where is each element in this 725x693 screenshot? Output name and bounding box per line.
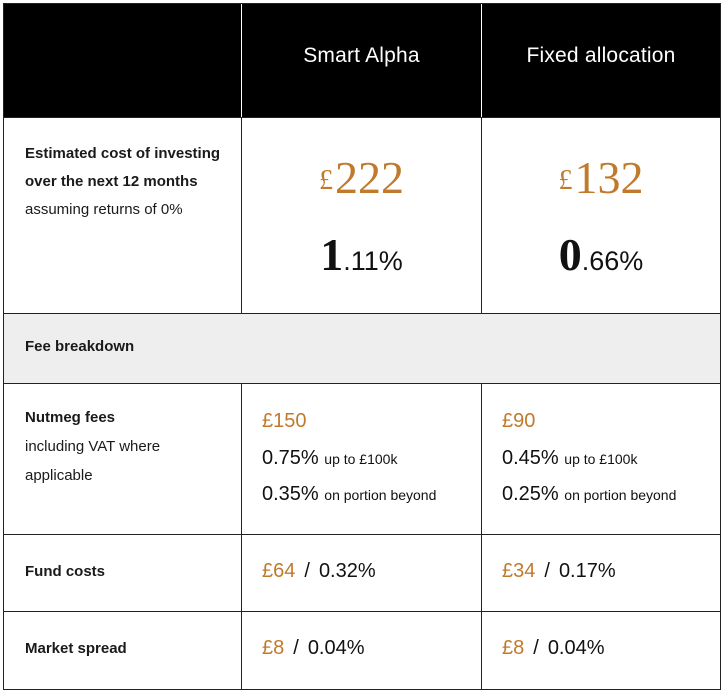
cost-comparison-table: Smart Alpha Fixed allocation Estimated c… bbox=[3, 3, 721, 690]
estimated-cost-title: Estimated cost of investing over the nex… bbox=[25, 145, 221, 190]
percent-rest: .66% bbox=[581, 246, 644, 276]
tier-note: up to £100k bbox=[564, 451, 638, 467]
tier-note: up to £100k bbox=[324, 451, 398, 467]
market-spread-row: Market spread £8 / 0.04% £8 / 0.04% bbox=[4, 612, 720, 689]
currency-symbol: £ bbox=[319, 165, 333, 196]
cost-amount: £8 bbox=[262, 637, 285, 659]
separator: / bbox=[544, 560, 550, 582]
header-empty-cell bbox=[4, 4, 242, 117]
fund-costs-title: Fund costs bbox=[25, 563, 106, 580]
fund-costs-label: Fund costs bbox=[25, 557, 230, 586]
nutmeg-fees-row: Nutmeg fees including VAT where applicab… bbox=[4, 384, 720, 535]
estimated-cost-subtitle: assuming returns of 0% bbox=[25, 201, 183, 218]
nutmeg-fees-subtitle: including VAT where applicable bbox=[25, 438, 161, 484]
market-spread-label-cell: Market spread bbox=[4, 612, 242, 689]
nutmeg-fees-smart-alpha: £150 0.75% up to £100k 0.35% on portion … bbox=[242, 384, 482, 534]
tier-note: on portion beyond bbox=[324, 487, 437, 503]
cost-percent: 0.04% bbox=[307, 637, 365, 659]
cost-percent: 0.17% bbox=[558, 560, 616, 582]
tier-percent: 0.35% bbox=[262, 483, 319, 505]
percent-lead: 1 bbox=[320, 229, 344, 280]
cost-amount: £64 bbox=[262, 560, 296, 582]
fixed-total-percent: 0.66% bbox=[482, 228, 720, 281]
nutmeg-fee-tier-2: 0.35% on portion beyond bbox=[262, 483, 436, 506]
separator: / bbox=[304, 560, 310, 582]
header-fixed-allocation: Fixed allocation bbox=[482, 4, 720, 117]
estimated-cost-fixed: £132 0.66% bbox=[482, 118, 720, 313]
estimated-cost-label-cell: Estimated cost of investing over the nex… bbox=[4, 118, 242, 313]
tier-percent: 0.45% bbox=[502, 447, 559, 469]
fund-costs-row: Fund costs £64 / 0.32% £34 / 0.17% bbox=[4, 535, 720, 612]
estimated-cost-smart-alpha: £222 1.11% bbox=[242, 118, 482, 313]
cost-amount: £34 bbox=[502, 560, 536, 582]
smart-alpha-total-amount: £222 bbox=[242, 151, 481, 204]
nutmeg-fees-label-cell: Nutmeg fees including VAT where applicab… bbox=[4, 384, 242, 534]
separator: / bbox=[293, 637, 299, 659]
market-spread-smart-alpha: £8 / 0.04% bbox=[242, 612, 482, 689]
market-spread-value: £8 / 0.04% bbox=[502, 637, 605, 660]
nutmeg-fee-tier-1: 0.75% up to £100k bbox=[262, 447, 397, 470]
percent-rest: .11% bbox=[343, 246, 403, 276]
estimated-cost-label: Estimated cost of investing over the nex… bbox=[25, 140, 230, 224]
cost-percent: 0.32% bbox=[318, 560, 376, 582]
nutmeg-fee-tier-1: 0.45% up to £100k bbox=[502, 447, 637, 470]
market-spread-value: £8 / 0.04% bbox=[262, 637, 365, 660]
header-smart-alpha: Smart Alpha bbox=[242, 4, 482, 117]
nutmeg-fee-amount: £90 bbox=[502, 410, 536, 432]
nutmeg-fees-label: Nutmeg fees including VAT where applicab… bbox=[25, 403, 230, 490]
currency-symbol: £ bbox=[558, 165, 573, 196]
separator: / bbox=[533, 637, 539, 659]
fixed-total-amount: £132 bbox=[482, 151, 720, 204]
market-spread-title: Market spread bbox=[25, 640, 127, 657]
amount-value: 132 bbox=[574, 152, 644, 203]
cost-amount: £8 bbox=[502, 637, 525, 659]
nutmeg-fee-amount: £150 bbox=[262, 410, 307, 432]
percent-lead: 0 bbox=[558, 229, 582, 280]
fee-breakdown-section-row: Fee breakdown bbox=[4, 314, 720, 384]
market-spread-fixed: £8 / 0.04% bbox=[482, 612, 720, 689]
tier-percent: 0.25% bbox=[502, 483, 559, 505]
cost-percent: 0.04% bbox=[547, 637, 605, 659]
nutmeg-fee-tier-2: 0.25% on portion beyond bbox=[502, 483, 676, 506]
fund-costs-label-cell: Fund costs bbox=[4, 535, 242, 611]
tier-note: on portion beyond bbox=[564, 487, 677, 503]
nutmeg-fees-title: Nutmeg fees bbox=[25, 409, 116, 426]
fee-breakdown-heading: Fee breakdown bbox=[25, 338, 135, 355]
smart-alpha-total-percent: 1.11% bbox=[242, 228, 481, 281]
estimated-cost-row: Estimated cost of investing over the nex… bbox=[4, 118, 720, 314]
header-smart-alpha-label: Smart Alpha bbox=[303, 44, 420, 67]
market-spread-label: Market spread bbox=[25, 634, 230, 663]
fund-cost-value: £34 / 0.17% bbox=[502, 560, 616, 583]
fund-costs-smart-alpha: £64 / 0.32% bbox=[242, 535, 482, 611]
header-fixed-allocation-label: Fixed allocation bbox=[526, 44, 676, 67]
fund-cost-value: £64 / 0.32% bbox=[262, 560, 376, 583]
fund-costs-fixed: £34 / 0.17% bbox=[482, 535, 720, 611]
table-header-row: Smart Alpha Fixed allocation bbox=[4, 4, 720, 118]
amount-value: 222 bbox=[335, 152, 404, 203]
tier-percent: 0.75% bbox=[262, 447, 319, 469]
nutmeg-fees-fixed: £90 0.45% up to £100k 0.25% on portion b… bbox=[482, 384, 720, 534]
